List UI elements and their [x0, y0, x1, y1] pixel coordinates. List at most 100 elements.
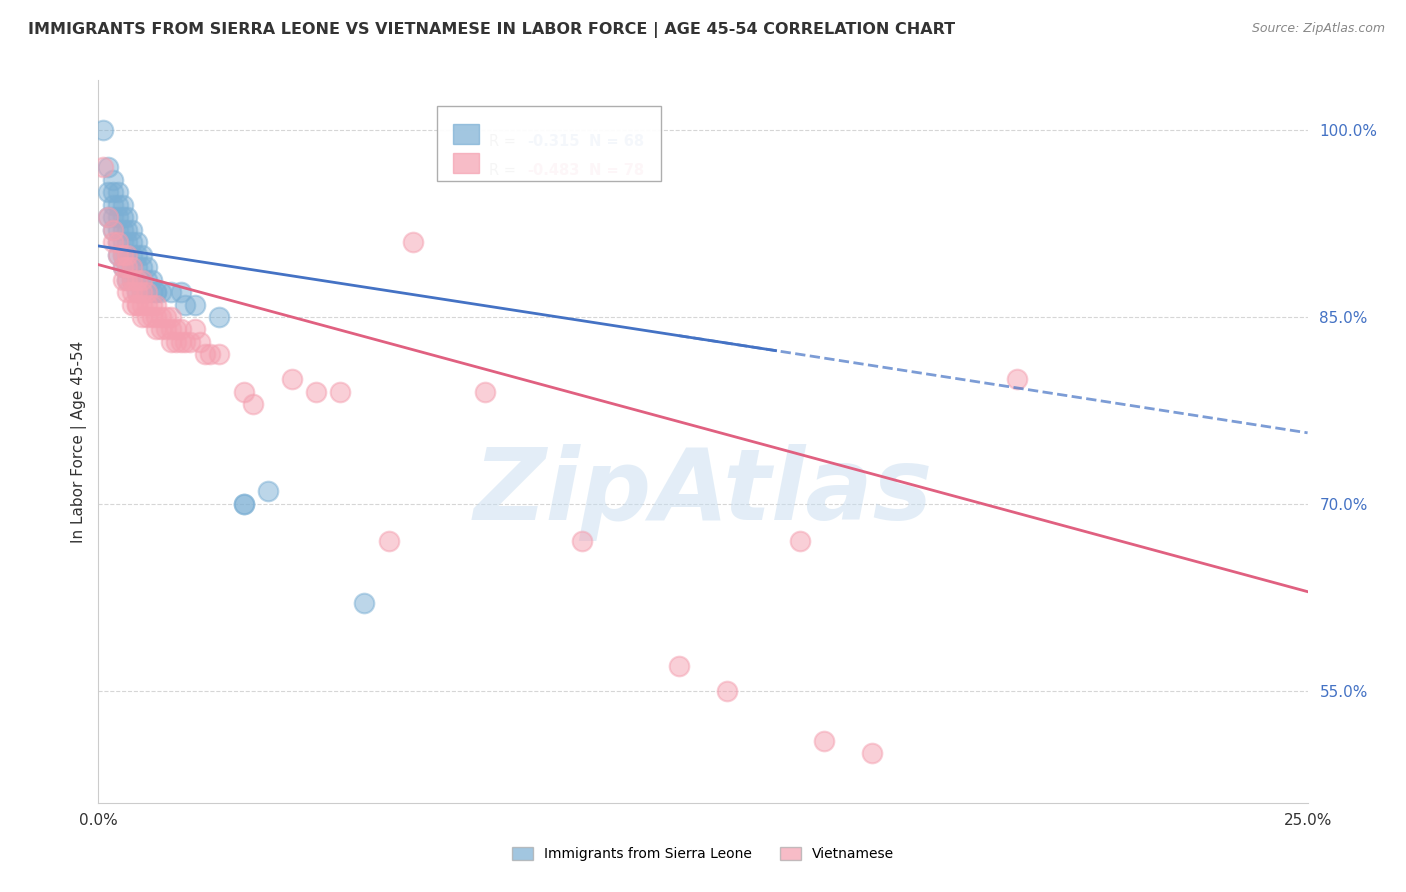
Point — [121, 285, 143, 299]
Point — [131, 297, 153, 311]
Point — [127, 248, 149, 262]
Point — [111, 235, 134, 250]
Point — [121, 297, 143, 311]
Point — [716, 683, 738, 698]
Bar — [453, 124, 479, 144]
Point — [117, 260, 139, 274]
Point — [107, 198, 129, 212]
Point — [329, 384, 352, 399]
Point — [232, 497, 254, 511]
Point — [101, 235, 124, 250]
Point — [145, 297, 167, 311]
Point — [131, 310, 153, 324]
Point — [402, 235, 425, 250]
Point — [179, 334, 201, 349]
Point — [127, 272, 149, 286]
Point — [256, 484, 278, 499]
Point — [111, 260, 134, 274]
Point — [117, 223, 139, 237]
Point — [1007, 372, 1029, 386]
Point — [160, 285, 183, 299]
Point — [165, 334, 187, 349]
Y-axis label: In Labor Force | Age 45-54: In Labor Force | Age 45-54 — [72, 341, 87, 542]
Point — [101, 186, 124, 200]
Point — [668, 658, 690, 673]
Text: N = 78: N = 78 — [589, 163, 644, 178]
Point — [813, 733, 835, 747]
Point — [131, 272, 153, 286]
Point — [117, 272, 139, 286]
Point — [145, 310, 167, 324]
Point — [135, 310, 157, 324]
Point — [188, 334, 211, 349]
Point — [150, 285, 173, 299]
Point — [135, 285, 157, 299]
Point — [117, 248, 139, 262]
Point — [174, 334, 197, 349]
Point — [232, 497, 254, 511]
Point — [155, 310, 177, 324]
Point — [232, 384, 254, 399]
Point — [169, 334, 191, 349]
Point — [131, 248, 153, 262]
Point — [131, 285, 153, 299]
Point — [117, 272, 139, 286]
Point — [97, 211, 120, 225]
Point — [101, 173, 124, 187]
Text: Source: ZipAtlas.com: Source: ZipAtlas.com — [1251, 22, 1385, 36]
Point — [91, 161, 114, 175]
Point — [160, 334, 183, 349]
Point — [121, 272, 143, 286]
Point — [97, 161, 120, 175]
Point — [131, 285, 153, 299]
Point — [127, 297, 149, 311]
Point — [145, 322, 167, 336]
Point — [160, 322, 183, 336]
Point — [145, 285, 167, 299]
Point — [111, 198, 134, 212]
Point — [184, 297, 207, 311]
Point — [107, 248, 129, 262]
Point — [127, 285, 149, 299]
Point — [141, 285, 163, 299]
Point — [474, 384, 496, 399]
Point — [208, 347, 231, 361]
Point — [97, 211, 120, 225]
Point — [141, 297, 163, 311]
Point — [107, 211, 129, 225]
Point — [121, 235, 143, 250]
Point — [141, 272, 163, 286]
Point — [101, 223, 124, 237]
Point — [107, 235, 129, 250]
Point — [101, 198, 124, 212]
Point — [242, 397, 264, 411]
Point — [107, 235, 129, 250]
Point — [135, 272, 157, 286]
Point — [121, 272, 143, 286]
Point — [111, 211, 134, 225]
Text: R =: R = — [489, 135, 520, 150]
Point — [184, 322, 207, 336]
Point — [107, 186, 129, 200]
Point — [107, 248, 129, 262]
FancyBboxPatch shape — [437, 105, 661, 181]
Point — [150, 310, 173, 324]
Point — [117, 248, 139, 262]
Point — [131, 272, 153, 286]
Point — [135, 297, 157, 311]
Point — [111, 260, 134, 274]
Point — [111, 248, 134, 262]
Legend: Immigrants from Sierra Leone, Vietnamese: Immigrants from Sierra Leone, Vietnamese — [505, 840, 901, 868]
Point — [169, 285, 191, 299]
Point — [305, 384, 328, 399]
Bar — [453, 153, 479, 173]
Point — [174, 297, 197, 311]
Text: -0.315: -0.315 — [527, 135, 581, 150]
Point — [101, 211, 124, 225]
Point — [101, 223, 124, 237]
Point — [135, 260, 157, 274]
Point — [353, 597, 375, 611]
Point — [107, 223, 129, 237]
Point — [131, 260, 153, 274]
Text: ZipAtlas: ZipAtlas — [474, 443, 932, 541]
